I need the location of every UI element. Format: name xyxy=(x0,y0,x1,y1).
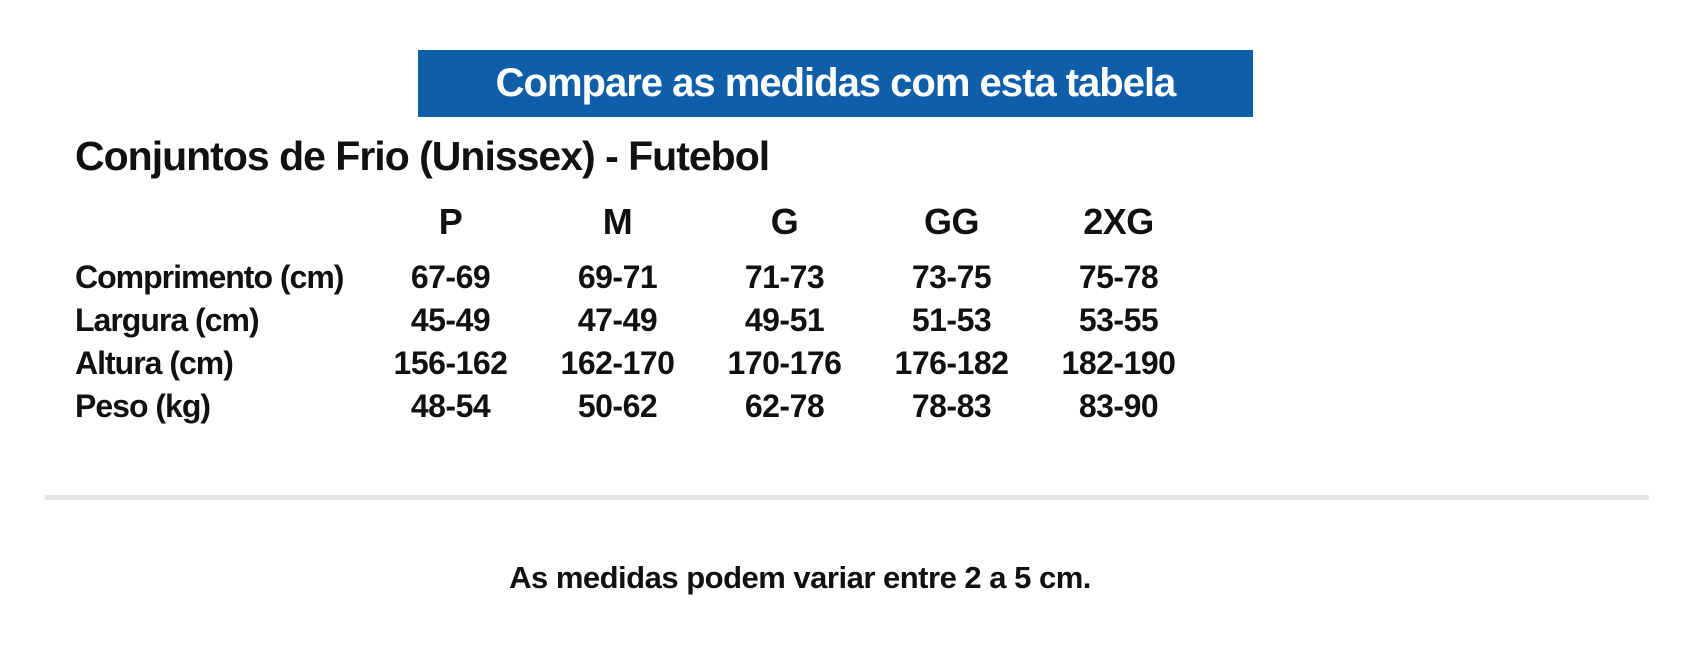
table-cell: 83-90 xyxy=(1078,388,1159,424)
size-column-header-gg: GG xyxy=(923,201,980,242)
footer-note: As medidas podem variar entre 2 a 5 cm. xyxy=(509,560,1091,595)
table-cell: 75-78 xyxy=(1078,259,1159,295)
product-title: Conjuntos de Frio (Unissex) - Futebol xyxy=(75,133,770,179)
table-cell: 62-78 xyxy=(744,388,825,424)
table-cell: 71-73 xyxy=(744,259,825,295)
size-chart-banner: Compare as medidas com esta tabela xyxy=(418,50,1253,117)
size-column-header-2xg: 2XG xyxy=(1083,201,1154,242)
table-cell: 51-53 xyxy=(911,302,992,338)
row-label-comprimento: Comprimento (cm) xyxy=(75,259,344,295)
row-label-largura: Largura (cm) xyxy=(75,302,260,338)
table-cell: 170-176 xyxy=(727,345,842,381)
size-column-header-p: P xyxy=(438,201,463,242)
row-label-altura: Altura (cm) xyxy=(75,345,234,381)
table-cell: 162-170 xyxy=(560,345,675,381)
size-column-header-m: M xyxy=(602,201,633,242)
table-cell: 69-71 xyxy=(577,259,658,295)
table-cell: 176-182 xyxy=(894,345,1009,381)
table-cell: 73-75 xyxy=(911,259,992,295)
size-table-body: Comprimento (cm) 67-69 69-71 71-73 73-75… xyxy=(75,256,1202,428)
table-cell: 48-54 xyxy=(410,388,491,424)
table-cell: 182-190 xyxy=(1061,345,1176,381)
table-cell: 49-51 xyxy=(744,302,825,338)
size-column-header-g: G xyxy=(770,201,799,242)
table-cell: 45-49 xyxy=(410,302,491,338)
table-cell: 53-55 xyxy=(1078,302,1159,338)
row-label-peso: Peso (kg) xyxy=(75,388,211,424)
table-cell: 156-162 xyxy=(393,345,508,381)
table-cell: 47-49 xyxy=(577,302,658,338)
size-table-header-row: P M G GG 2XG xyxy=(75,200,1202,244)
divider xyxy=(45,495,1649,500)
table-cell: 78-83 xyxy=(911,388,992,424)
banner-title: Compare as medidas com esta tabela xyxy=(495,61,1177,105)
table-cell: 50-62 xyxy=(577,388,658,424)
table-cell: 67-69 xyxy=(410,259,491,295)
